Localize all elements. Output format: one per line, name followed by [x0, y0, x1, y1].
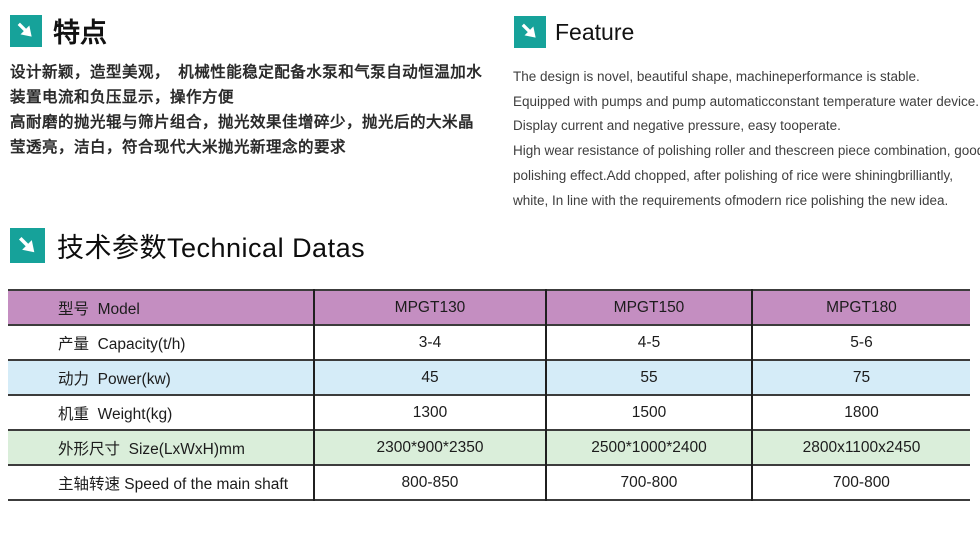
column-header-mpgt130: MPGT130	[313, 290, 546, 325]
features-en-header: Feature	[514, 16, 634, 48]
row-label: 机重 Weight(kg)	[58, 405, 173, 423]
text-line: 设计新颖，造型美观， 机械性能稳定配备水泵和气泵自动恒温加水	[10, 64, 483, 81]
cell-value: 2500*1000*2400	[545, 430, 752, 465]
features-en-title: Feature	[555, 18, 635, 45]
text-line: Equipped with pumps and pump automaticco…	[513, 93, 980, 109]
text-line: 装置电流和负压显示，操作方便	[10, 89, 235, 106]
cell-value: 700-800	[545, 465, 752, 500]
tech-specs-table: 型号 Model MPGT130 MPGT150 MPGT180 产量 Capa…	[8, 289, 970, 501]
table-header-row: 型号 Model MPGT130 MPGT150 MPGT180	[8, 290, 970, 325]
column-header-mpgt180: MPGT180	[751, 290, 970, 325]
column-header-model: 型号 Model	[58, 300, 140, 318]
cell-value: 55	[545, 360, 752, 395]
cell-value: 1300	[313, 395, 546, 430]
table-row: 外形尺寸 Size(LxWxH)mm 2300*900*2350 2500*1000…	[8, 430, 970, 465]
cell-value: 2800x1100x2450	[751, 430, 970, 465]
features-en-paragraph: The design is novel, beautiful shape, ma…	[513, 65, 980, 213]
text-line: High wear resistance of polishing roller…	[513, 143, 980, 159]
cell-value: 5-6	[751, 325, 970, 360]
cell-value: 1500	[545, 395, 752, 430]
cell-value: 700-800	[751, 465, 970, 500]
text-line: Display current and negative pressure, e…	[513, 118, 841, 134]
row-label: 动力 Power(kw)	[58, 370, 171, 388]
column-header-mpgt150: MPGT150	[545, 290, 752, 325]
cell-value: 75	[751, 360, 970, 395]
row-label: 主轴转速 Speed of the main shaft	[58, 475, 289, 493]
arrow-se-icon	[514, 16, 546, 48]
table-body: 产量 Capacity(t/h) 3-4 4-5 5-6 动力 Power(kw) 45 5…	[8, 325, 970, 500]
cell-value: 3-4	[313, 325, 546, 360]
features-cn-header: 特点	[10, 11, 107, 50]
features-cn-paragraph: 设计新颖，造型美观， 机械性能稳定配备水泵和气泵自动恒温加水 装置电流和负压显示…	[10, 60, 483, 160]
text-line: 莹透亮，洁白，符合现代大米抛光新理念的要求	[10, 139, 347, 156]
table-row: 主轴转速 Speed of the main shaft 800-850 700-8…	[8, 465, 970, 500]
arrow-se-icon	[10, 14, 42, 47]
table-row: 产量 Capacity(t/h) 3-4 4-5 5-6	[8, 325, 970, 360]
text-line: 高耐磨的抛光辊与筛片组合，抛光效果佳增碎少，抛光后的大米晶	[10, 114, 475, 131]
cell-value: 4-5	[545, 325, 752, 360]
row-label: 产量 Capacity(t/h)	[58, 335, 186, 353]
text-line: white, In line with the requirements ofm…	[513, 192, 949, 208]
tech-datas-header: 技术参数Technical Datas	[10, 226, 365, 265]
features-cn-title: 特点	[53, 18, 107, 48]
cell-value: 45	[313, 360, 546, 395]
cell-value: 800-850	[313, 465, 546, 500]
cell-value: 2300*900*2350	[313, 430, 546, 465]
tech-datas-title: 技术参数Technical Datas	[57, 233, 366, 263]
table-row: 动力 Power(kw) 45 55 75	[8, 360, 970, 395]
row-label: 外形尺寸 Size(LxWxH)mm	[58, 440, 245, 458]
arrow-se-icon	[10, 228, 45, 263]
text-line: The design is novel, beautiful shape, ma…	[513, 69, 920, 84]
table-row: 机重 Weight(kg) 1300 1500 1800	[8, 395, 970, 430]
text-line: polishing effect.Add chopped, after poli…	[513, 167, 954, 183]
cell-value: 1800	[751, 395, 970, 430]
